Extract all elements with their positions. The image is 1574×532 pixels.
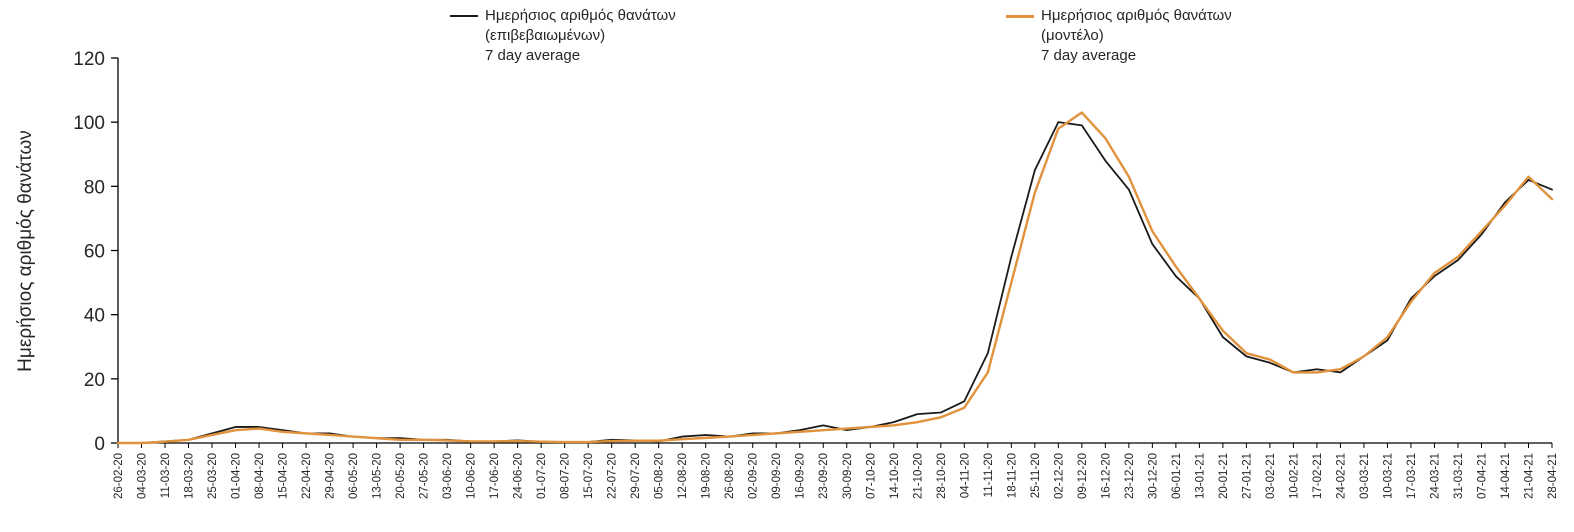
x-tick-label: 01-07-20: [536, 453, 548, 499]
x-tick-label: 16-12-20: [1100, 453, 1112, 499]
x-tick-label: 07-10-20: [865, 453, 877, 499]
y-tick-label: 120: [73, 49, 105, 70]
x-tick-label: 17-03-21: [1406, 453, 1418, 499]
x-tick-label: 10-02-21: [1288, 453, 1300, 499]
x-tick-label: 11-11-20: [983, 453, 995, 497]
x-tick-label: 13-01-21: [1194, 453, 1206, 499]
legend-model-line2: (μοντέλο): [1041, 27, 1104, 44]
legend-model-line3: 7 day average: [1041, 47, 1137, 64]
x-tick-label: 30-12-20: [1147, 453, 1159, 499]
x-tick-label: 02-12-20: [1053, 453, 1065, 499]
y-tick-label: 100: [73, 113, 105, 134]
x-tick-label: 04-11-20: [959, 453, 971, 498]
x-tick-label: 03-03-21: [1359, 453, 1371, 499]
x-tick-label: 10-06-20: [466, 453, 478, 499]
x-tick-label: 20-01-21: [1218, 453, 1230, 499]
x-tick-label: 30-09-20: [842, 453, 854, 499]
x-tick-label: 14-04-21: [1500, 453, 1512, 499]
series-confirmed-line: [117, 121, 1553, 444]
x-tick-label: 13-05-20: [372, 453, 384, 499]
legend-confirmed-line1: Ημερήσιος αριθμός θανάτων: [485, 7, 676, 24]
x-tick-label: 18-11-20: [1006, 453, 1018, 498]
legend-model-line1: Ημερήσιος αριθμός θανάτων: [1041, 7, 1232, 24]
y-tick-label: 20: [84, 370, 105, 391]
x-tick-label: 31-03-21: [1453, 453, 1465, 499]
x-tick-label: 17-02-21: [1312, 453, 1324, 499]
x-tick-label: 27-01-21: [1241, 453, 1253, 499]
x-tick-label: 05-08-20: [654, 453, 666, 499]
x-tick-label: 25-03-20: [207, 453, 219, 499]
x-tick-label: 15-04-20: [278, 453, 290, 499]
legend-label-confirmed: Ημερήσιος αριθμός θανάτων (επιβεβαιωμένω…: [485, 6, 676, 66]
x-tick-label: 29-07-20: [630, 453, 642, 499]
x-tick-label: 08-07-20: [560, 453, 572, 499]
x-tick-label: 23-09-20: [818, 453, 830, 499]
x-tick-label: 09-09-20: [771, 453, 783, 499]
x-tick-label: 11-03-20: [160, 453, 172, 498]
model-series-marker-icon: [1006, 15, 1034, 18]
x-tick-label: 25-11-20: [1030, 453, 1042, 498]
x-tick-label: 16-09-20: [795, 453, 807, 499]
y-tick-label: 60: [84, 242, 105, 263]
legend-confirmed-line2: (επιβεβαιωμένων): [485, 27, 606, 44]
series-model-line: [116, 111, 1554, 445]
legend-item-confirmed: Ημερήσιος αριθμός θανάτων (επιβεβαιωμένω…: [450, 6, 676, 66]
x-tick-label: 24-06-20: [513, 453, 525, 499]
x-tick-label: 06-05-20: [348, 453, 360, 499]
x-tick-label: 12-08-20: [677, 453, 689, 499]
x-tick-label: 17-06-20: [489, 453, 501, 499]
x-tick-label: 24-02-21: [1335, 453, 1347, 499]
x-tick-label: 23-12-20: [1124, 453, 1136, 499]
y-tick-label: 0: [94, 434, 105, 455]
x-tick-label: 03-06-20: [442, 453, 454, 499]
x-tick-label: 28-10-20: [936, 453, 948, 499]
legend-confirmed-line3: 7 day average: [485, 47, 581, 64]
x-tick-label: 21-10-20: [912, 453, 924, 499]
y-tick-label: 80: [84, 177, 105, 198]
x-tick-label: 19-08-20: [701, 453, 713, 499]
x-tick-label: 26-08-20: [724, 453, 736, 499]
x-tick-label: 02-09-20: [748, 453, 760, 499]
x-tick-label: 04-03-20: [137, 453, 149, 499]
x-tick-label: 22-04-20: [301, 453, 313, 499]
x-tick-label: 22-07-20: [607, 453, 619, 499]
x-tick-label: 20-05-20: [395, 453, 407, 499]
x-tick-label: 18-03-20: [184, 453, 196, 499]
legend-item-model: Ημερήσιος αριθμός θανάτων (μοντέλο) 7 da…: [1006, 6, 1232, 66]
x-tick-label: 06-01-21: [1171, 453, 1183, 499]
x-tick-label: 27-05-20: [419, 453, 431, 499]
x-tick-label: 29-04-20: [325, 453, 337, 499]
x-tick-label: 14-10-20: [889, 453, 901, 499]
x-tick-label: 07-04-21: [1476, 453, 1488, 499]
x-tick-label: 03-02-21: [1265, 453, 1277, 499]
y-tick-label: 40: [84, 306, 105, 327]
x-tick-label: 08-04-20: [254, 453, 266, 499]
x-tick-label: 09-12-20: [1077, 453, 1089, 499]
confirmed-series-marker-icon: [450, 15, 478, 17]
x-tick-label: 21-04-21: [1523, 453, 1535, 499]
y-axis-title: Ημερήσιος αριθμός θανάτων: [15, 130, 36, 372]
x-tick-label: 26-02-20: [113, 453, 125, 499]
x-tick-label: 28-04-21: [1547, 453, 1559, 499]
x-tick-label: 01-04-20: [231, 453, 243, 499]
x-tick-label: 24-03-21: [1429, 453, 1441, 499]
x-tick-label: 10-03-21: [1382, 453, 1394, 499]
legend-label-model: Ημερήσιος αριθμός θανάτων (μοντέλο) 7 da…: [1041, 6, 1232, 66]
x-tick-label: 15-07-20: [583, 453, 595, 499]
